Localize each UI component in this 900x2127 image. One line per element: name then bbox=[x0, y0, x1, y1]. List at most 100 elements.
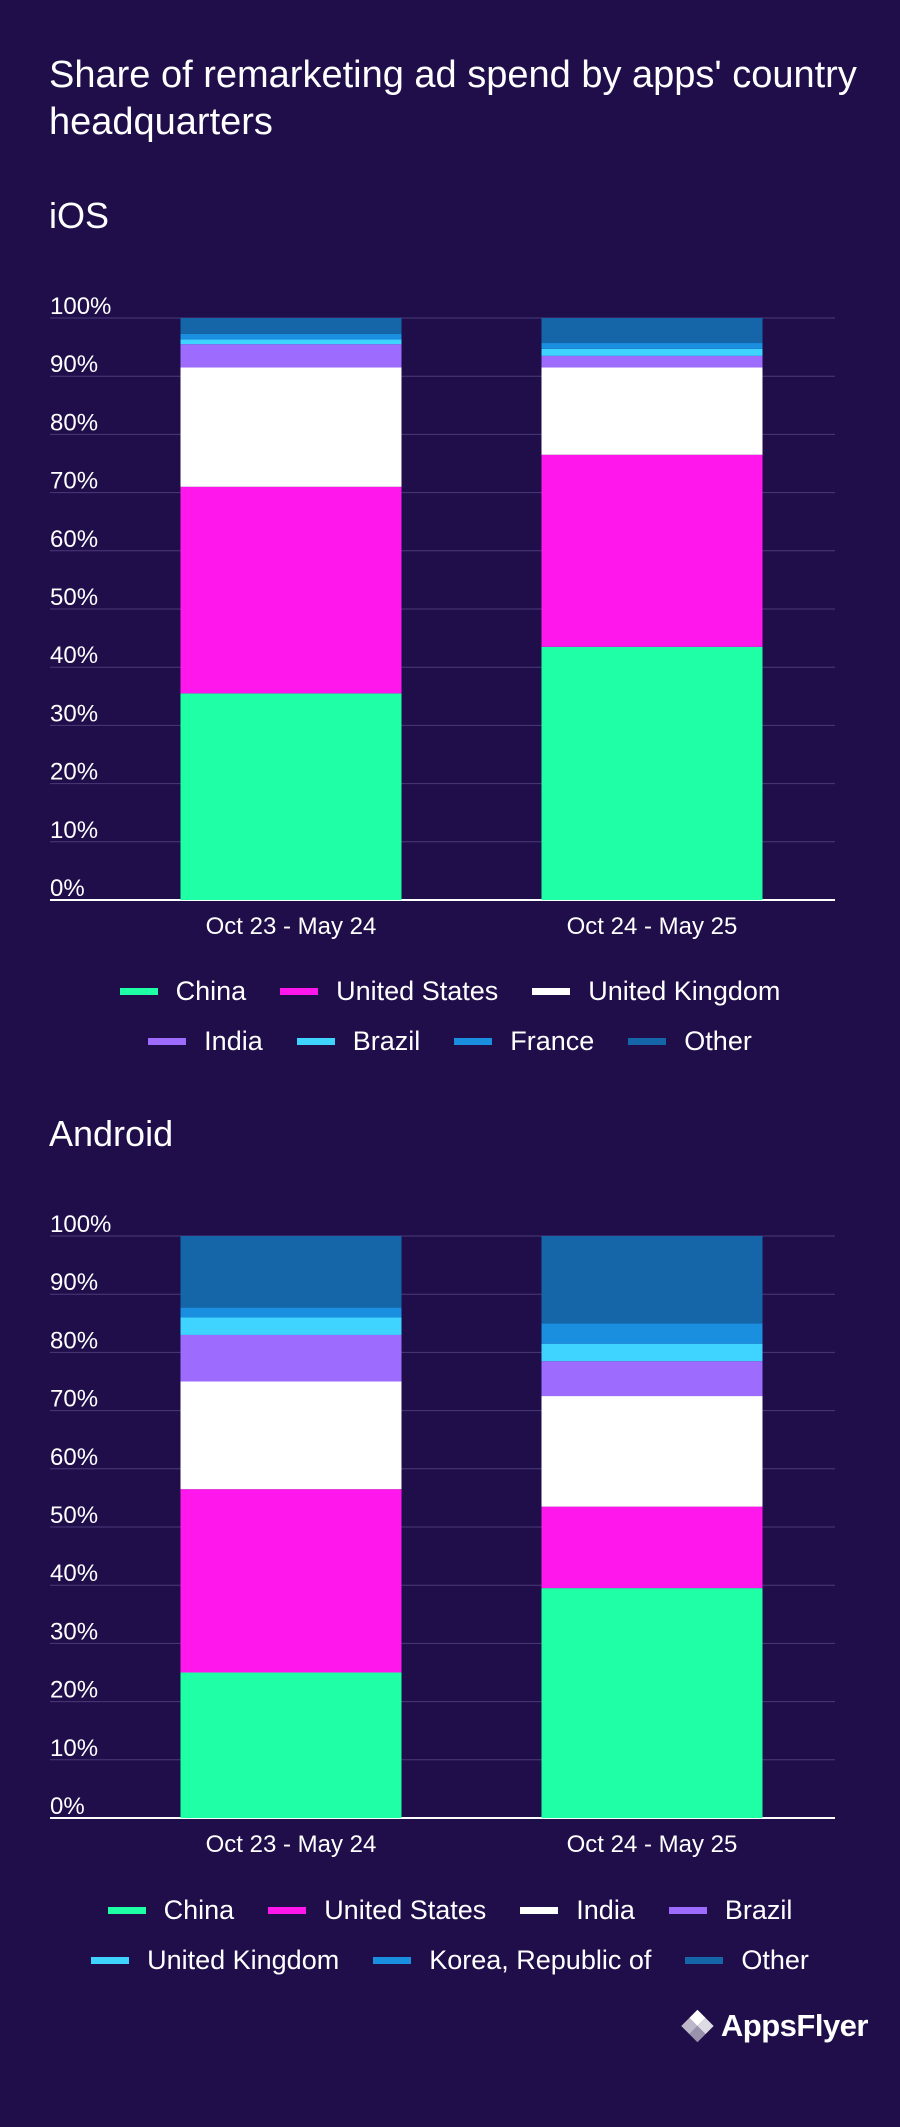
y-tick-label: 70% bbox=[50, 1386, 98, 1413]
legend-swatch bbox=[373, 1956, 412, 1964]
legend-item-brazil: Brazil bbox=[296, 1025, 421, 1057]
legend-item-united-states: United States bbox=[280, 976, 498, 1007]
legend-swatch bbox=[119, 987, 158, 995]
ios-legend: China United States United Kingdom India Bra… bbox=[0, 966, 900, 1066]
bar-segment-india bbox=[541, 355, 763, 368]
y-tick-label: 0% bbox=[50, 875, 85, 902]
y-tick-label: 50% bbox=[50, 584, 98, 611]
bar-segment-other bbox=[180, 318, 402, 334]
y-tick-label: 100% bbox=[50, 1211, 111, 1238]
bar-segment-india bbox=[180, 1381, 402, 1490]
legend-label: United States bbox=[324, 1894, 487, 1925]
legend-swatch bbox=[107, 1906, 146, 1914]
legend-label: India bbox=[576, 1894, 635, 1925]
legend-label: United Kingdom bbox=[588, 975, 781, 1006]
brand-logo: AppsFlyer bbox=[678, 1998, 869, 2054]
legend-item-other: Other bbox=[685, 1945, 809, 1976]
bar-segment-france bbox=[180, 333, 402, 340]
bar-segment-india bbox=[180, 344, 402, 368]
legend-item-india: India bbox=[520, 1895, 635, 1926]
y-tick-label: 60% bbox=[50, 1444, 98, 1471]
ios-section-title: iOS bbox=[49, 195, 110, 236]
android-section-title: Android bbox=[49, 1113, 174, 1154]
bar-segment-brazil bbox=[180, 339, 402, 345]
bar-segment-united-kingdom bbox=[180, 1317, 402, 1335]
bar-segment-france bbox=[541, 343, 763, 349]
bar-segment-korea-republic-of bbox=[180, 1307, 402, 1318]
legend-swatch bbox=[454, 1037, 493, 1045]
y-tick-label: 10% bbox=[50, 1735, 98, 1762]
legend-item-united-kingdom: United Kingdom bbox=[91, 1945, 339, 1976]
legend-item-brazil: Brazil bbox=[668, 1894, 793, 1926]
legend-swatch bbox=[520, 1906, 559, 1914]
x-tick-label: Oct 23 - May 24 bbox=[206, 1831, 377, 1858]
y-tick-label: 10% bbox=[50, 817, 98, 844]
y-tick-label: 40% bbox=[50, 1560, 98, 1587]
bar-segment-brazil bbox=[180, 1334, 402, 1382]
y-tick-label: 70% bbox=[50, 468, 98, 495]
chart-title: Share of remarketing ad spend by apps' c… bbox=[49, 54, 857, 143]
y-tick-label: 80% bbox=[50, 409, 98, 436]
legend-label: India bbox=[204, 1025, 263, 1056]
bar-segment-india bbox=[541, 1396, 763, 1507]
legend-item-china: China bbox=[107, 1895, 234, 1926]
legend-label: France bbox=[510, 1025, 595, 1056]
legend-item-india: India bbox=[148, 1026, 263, 1057]
bar-segment-united-states bbox=[541, 1506, 763, 1589]
ios-chart: 0% 10% 20% 30% 40% 50% 60% 70% 80% 90% 100% Oct 23 … bbox=[50, 293, 835, 940]
legend-swatch bbox=[532, 987, 571, 995]
legend-swatch bbox=[148, 1037, 187, 1045]
legend-label: China bbox=[175, 975, 247, 1006]
y-tick-label: 0% bbox=[50, 1793, 85, 1820]
legend-row: China United States India Brazil bbox=[0, 1885, 900, 1935]
legend-row: India Brazil France Other bbox=[0, 1016, 900, 1066]
bar-segment-other bbox=[541, 318, 763, 344]
x-tick-label: Oct 24 - May 25 bbox=[567, 913, 738, 940]
legend-label: Brazil bbox=[352, 1025, 421, 1056]
bar-segment-china bbox=[541, 646, 763, 900]
y-tick-label: 90% bbox=[50, 351, 98, 378]
legend-swatch bbox=[268, 1906, 307, 1914]
legend-label: United States bbox=[336, 975, 499, 1006]
legend-item-united-kingdom: United Kingdom bbox=[532, 976, 780, 1007]
legend-item-korea-republic-of: Korea, Republic of bbox=[373, 1945, 651, 1976]
legend-item-france: France bbox=[454, 1026, 594, 1057]
y-tick-label: 30% bbox=[50, 1618, 98, 1645]
bar-segment-united-kingdom bbox=[541, 367, 763, 455]
bar-segment-china bbox=[541, 1588, 763, 1818]
y-tick-label: 20% bbox=[50, 1677, 98, 1704]
x-tick-label: Oct 23 - May 24 bbox=[206, 913, 377, 940]
bar-segment-other bbox=[180, 1236, 402, 1308]
android-chart: 0% 10% 20% 30% 40% 50% 60% 70% 80% 90% 100% Oct 23 … bbox=[50, 1211, 835, 1858]
legend-swatch bbox=[628, 1037, 667, 1045]
legend-swatch bbox=[685, 1956, 724, 1964]
legend-row: United Kingdom Korea, Republic of Other bbox=[0, 1935, 900, 1985]
bar-segment-united-states bbox=[180, 486, 402, 694]
legend-swatch bbox=[280, 987, 319, 995]
bar-segment-china bbox=[180, 693, 402, 900]
bar-segment-united-kingdom bbox=[180, 367, 402, 487]
legend-swatch bbox=[668, 1906, 707, 1914]
legend-item-other: Other bbox=[628, 1026, 752, 1057]
bar-segment-korea-republic-of bbox=[541, 1323, 763, 1344]
y-tick-label: 20% bbox=[50, 759, 98, 786]
legend-item-united-states: United States bbox=[268, 1895, 486, 1926]
bar-segment-united-states bbox=[180, 1489, 402, 1673]
bar-segment-brazil bbox=[541, 348, 763, 356]
bar-segment-other bbox=[541, 1236, 763, 1324]
bar-segment-united-kingdom bbox=[541, 1343, 763, 1362]
legend-label: Other bbox=[684, 1025, 752, 1056]
android-legend: China United States India Brazil United King… bbox=[0, 1885, 900, 1985]
legend-swatch bbox=[296, 1037, 335, 1045]
y-tick-label: 50% bbox=[50, 1502, 98, 1529]
y-tick-label: 40% bbox=[50, 642, 98, 669]
appsflyer-logo-icon bbox=[681, 2009, 714, 2043]
x-tick-label: Oct 24 - May 25 bbox=[567, 1831, 738, 1858]
bar-segment-brazil bbox=[541, 1361, 763, 1397]
bar-segment-united-states bbox=[541, 454, 763, 647]
y-tick-label: 90% bbox=[50, 1269, 98, 1296]
legend-label: Brazil bbox=[724, 1894, 793, 1925]
legend-label: Korea, Republic of bbox=[429, 1944, 652, 1975]
bar-segment-china bbox=[180, 1672, 402, 1818]
y-tick-label: 80% bbox=[50, 1327, 98, 1354]
